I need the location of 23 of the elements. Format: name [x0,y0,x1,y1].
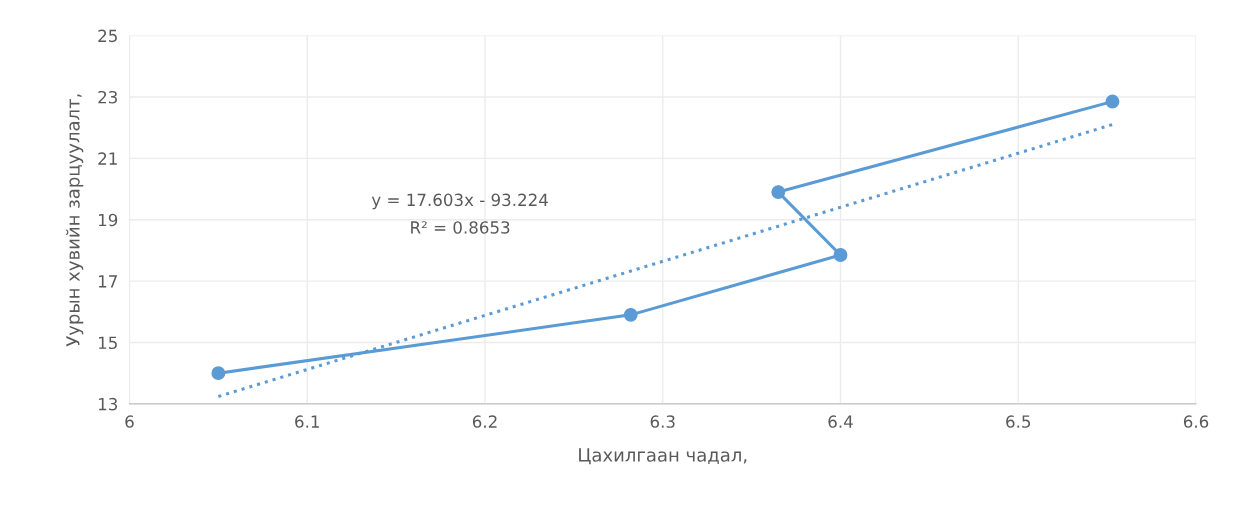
x-tick-label: 6.6 [1183,415,1209,428]
point [833,248,848,262]
x-tick-label: 6.5 [1006,415,1031,428]
x-tick-label: 6.1 [295,415,319,428]
point [623,307,638,322]
annotation: y = 17.603x - 93.224 [371,193,548,210]
x-tick-label: 6.4 [828,415,853,428]
y-tick-label: 19 [98,213,118,227]
point [211,366,226,381]
x-tick-label: 6.3 [650,415,675,428]
y-tick-label: 23 [98,90,118,104]
y-tick-label: 13 [98,397,118,411]
y-tick-label: 17 [98,275,117,288]
x-tick-label: 6 [125,415,134,428]
x-tick-label: 6.2 [472,415,497,428]
annotation: R² = 0.8653 [411,221,510,234]
point [1105,94,1120,109]
y-tick-label: 21 [98,152,117,165]
y-tick-label: 15 [98,336,117,350]
y-axis-title: Уурын хувийн зарцуулалт, [65,94,84,347]
x-axis-title: Цахилгаан чадал, [579,448,747,465]
point [771,185,786,200]
y-tick-label: 25 [98,29,117,43]
